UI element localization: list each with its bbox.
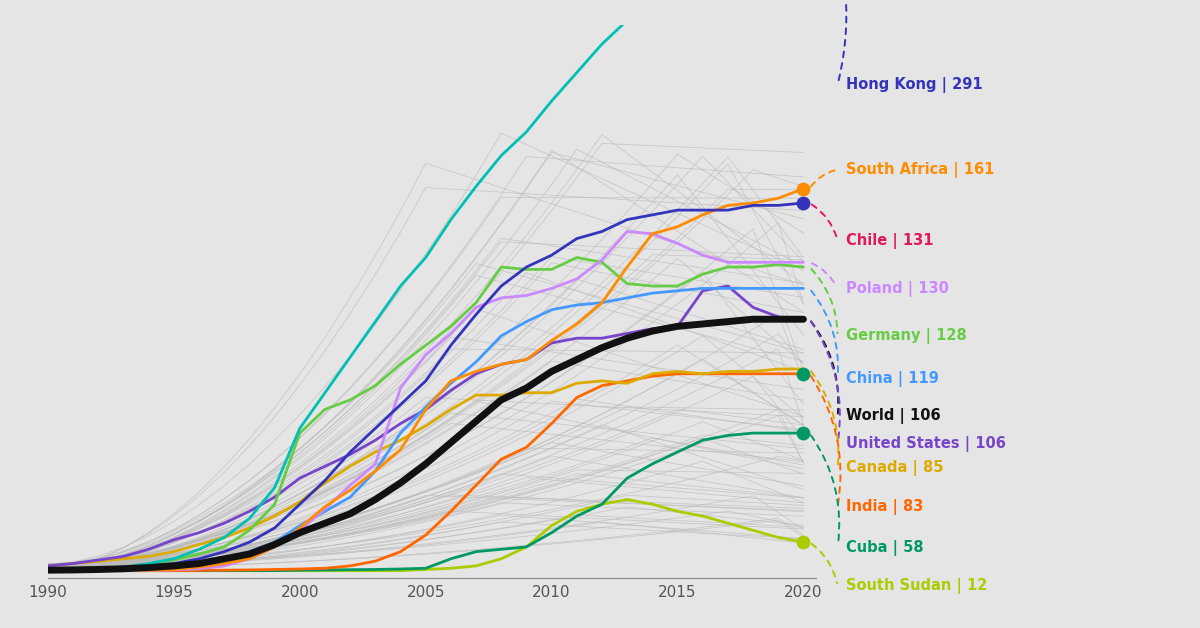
Text: World | 106: World | 106 xyxy=(846,408,941,425)
Point xyxy=(794,428,814,438)
Text: India | 83: India | 83 xyxy=(846,499,923,515)
Text: South Africa | 161: South Africa | 161 xyxy=(846,161,995,178)
Text: Germany | 128: Germany | 128 xyxy=(846,328,967,344)
Text: Cuba | 58: Cuba | 58 xyxy=(846,539,924,556)
Text: Chile | 131: Chile | 131 xyxy=(846,232,934,249)
Point xyxy=(794,537,814,547)
Point xyxy=(794,184,814,194)
Point xyxy=(794,198,814,208)
Text: China | 119: China | 119 xyxy=(846,371,938,387)
Text: Hong Kong | 291: Hong Kong | 291 xyxy=(846,77,983,93)
Text: United States | 106: United States | 106 xyxy=(846,436,1006,452)
Point xyxy=(794,369,814,379)
Text: Canada | 85: Canada | 85 xyxy=(846,460,943,476)
Text: Poland | 130: Poland | 130 xyxy=(846,281,949,297)
Text: South Sudan | 12: South Sudan | 12 xyxy=(846,578,988,594)
